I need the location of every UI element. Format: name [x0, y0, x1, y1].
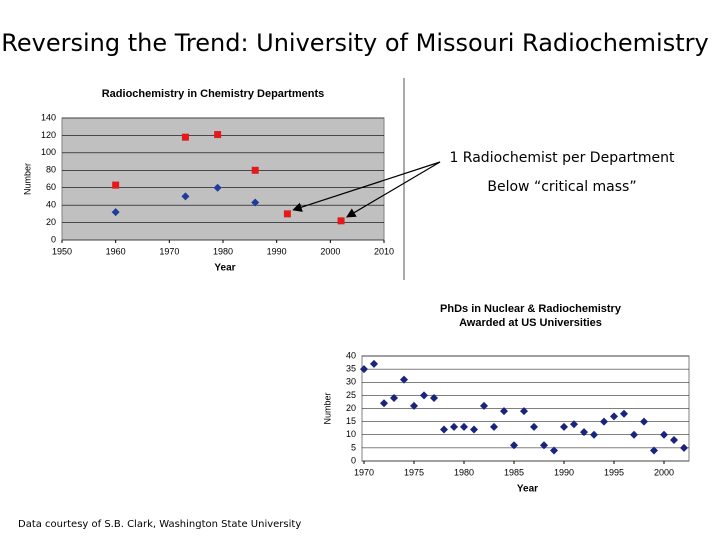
marker — [283, 210, 291, 218]
marker — [510, 441, 518, 450]
marker — [251, 166, 259, 174]
marker — [630, 430, 638, 439]
marker — [360, 365, 368, 374]
marker — [660, 430, 668, 439]
x-tick-label: 1995 — [604, 467, 624, 477]
y-tick-label: 60 — [46, 182, 56, 192]
chart-title: Radiochemistry in Chemistry Departments — [102, 88, 325, 100]
marker — [530, 422, 538, 431]
x-tick-label: 1950 — [52, 246, 72, 256]
y-axis-label: Number — [22, 163, 32, 195]
y-tick-label: 20 — [46, 217, 56, 227]
marker — [670, 436, 678, 444]
marker — [420, 391, 428, 400]
marker — [600, 417, 608, 426]
x-tick-label: 1990 — [554, 467, 574, 477]
y-tick-label: 10 — [346, 429, 356, 439]
marker — [213, 183, 222, 192]
x-tick-label: 1985 — [504, 467, 524, 477]
y-tick-label: 20 — [346, 403, 356, 413]
arrow — [346, 161, 441, 218]
x-tick-label: 1975 — [404, 467, 424, 477]
x-tick-label: 1980 — [454, 467, 474, 477]
marker — [590, 430, 598, 439]
marker — [430, 394, 438, 402]
plot-area — [61, 117, 385, 241]
marker — [251, 198, 260, 207]
marker — [550, 446, 558, 455]
y-tick-label: 0 — [51, 234, 56, 244]
y-tick-label: 35 — [346, 364, 356, 374]
x-tick-label: 2000 — [320, 246, 340, 256]
marker — [520, 407, 528, 416]
marker — [214, 131, 222, 139]
marker — [620, 409, 628, 418]
marker — [480, 401, 488, 410]
marker — [490, 422, 498, 431]
marker — [540, 441, 548, 450]
y-tick-label: 5 — [351, 442, 356, 452]
marker — [580, 428, 588, 437]
marker — [650, 446, 658, 455]
y-tick-label: 40 — [346, 350, 356, 360]
y-tick-label: 80 — [46, 165, 56, 175]
y-tick-label: 0 — [351, 455, 356, 465]
x-tick-label: 1970 — [159, 246, 179, 256]
y-tick-label: 120 — [41, 130, 56, 140]
marker — [560, 422, 568, 431]
marker — [470, 425, 478, 434]
marker — [400, 375, 408, 384]
annotation: Below “critical mass” — [487, 179, 636, 195]
annotation: 1 Radiochemist per Department — [449, 150, 675, 166]
slide-title: Reversing the Trend: University of Misso… — [1, 29, 708, 57]
marker — [337, 217, 345, 225]
marker — [390, 394, 398, 402]
arrow — [292, 161, 441, 212]
y-tick-label: 25 — [346, 390, 356, 400]
marker — [111, 208, 120, 217]
x-tick-label: 1990 — [267, 246, 287, 256]
x-tick-label: 2000 — [654, 467, 674, 477]
marker — [370, 359, 378, 368]
y-tick-label: 15 — [346, 416, 356, 426]
marker — [181, 133, 189, 141]
marker — [500, 407, 508, 416]
marker — [380, 399, 388, 408]
x-tick-label: 1960 — [106, 246, 126, 256]
footer: Data courtesy of S.B. Clark, Washington … — [18, 519, 301, 530]
marker — [640, 417, 648, 426]
y-axis-label: Number — [322, 392, 332, 424]
y-tick-label: 100 — [41, 147, 56, 157]
y-tick-label: 140 — [41, 112, 56, 122]
marker — [610, 412, 618, 421]
x-axis-label: Year — [214, 263, 235, 274]
marker — [460, 422, 468, 431]
chart-title: Awarded at US Universities — [459, 317, 602, 329]
x-axis-label: Year — [517, 484, 538, 495]
marker — [680, 443, 688, 452]
x-tick-label: 1970 — [354, 467, 374, 477]
marker — [181, 192, 190, 201]
marker — [570, 420, 578, 429]
marker — [112, 181, 120, 189]
y-tick-label: 30 — [346, 377, 356, 387]
x-tick-label: 2010 — [374, 246, 394, 256]
x-tick-label: 1980 — [213, 246, 233, 256]
marker — [410, 401, 418, 410]
marker — [450, 422, 458, 431]
marker — [440, 425, 448, 434]
y-tick-label: 40 — [46, 200, 56, 210]
chart-title: PhDs in Nuclear & Radiochemistry — [440, 303, 622, 315]
